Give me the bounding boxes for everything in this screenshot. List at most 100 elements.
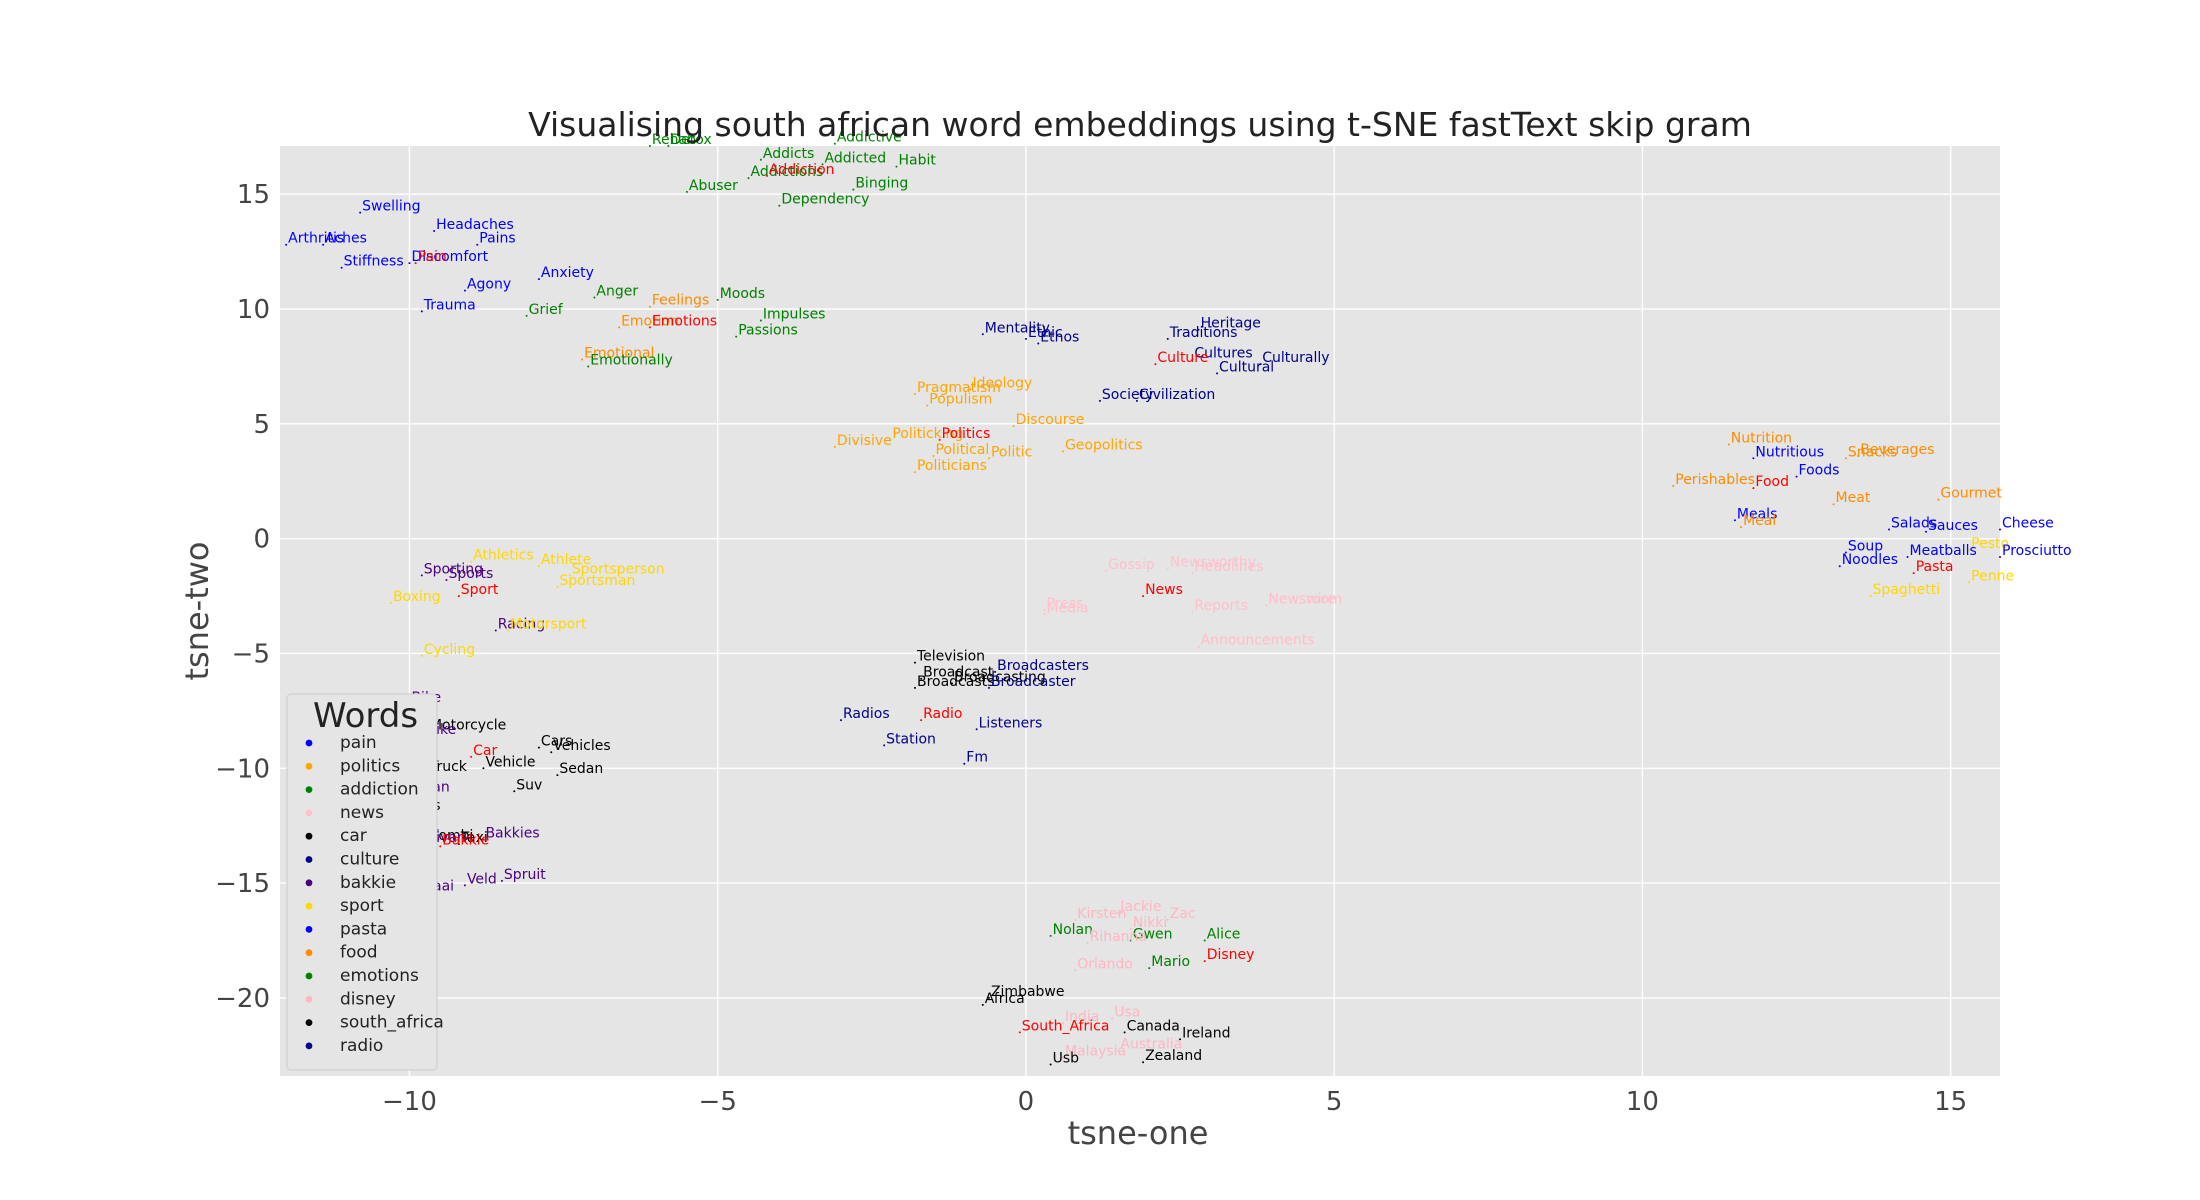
y-tick-label: −5 [232, 639, 270, 669]
legend-marker [305, 1042, 313, 1050]
point-label: Ethos [1040, 329, 1079, 345]
point-label: Gwen [1133, 927, 1173, 943]
legend-marker [305, 995, 313, 1003]
point-label: Broadcast [923, 665, 994, 681]
point-label: Divisive [837, 433, 892, 449]
data-point [913, 661, 916, 664]
data-point [1098, 399, 1101, 402]
point-label: Addiction [769, 162, 835, 178]
legend-marker [305, 762, 313, 770]
point-label: Listeners [979, 715, 1043, 731]
point-label: Addicts [763, 146, 814, 162]
point-label: Reports [1194, 598, 1248, 614]
point-label: Culture [1157, 350, 1208, 366]
point-label: Passions [738, 323, 798, 339]
data-point [1752, 487, 1755, 490]
point-label: Malaysia [1065, 1044, 1126, 1060]
point-label: Mentality [985, 320, 1050, 336]
point-label: News [1145, 582, 1183, 598]
y-tick-label: −20 [215, 984, 270, 1014]
data-point [1154, 363, 1157, 366]
point-label: Nutritious [1755, 444, 1824, 460]
data-point [1265, 604, 1268, 607]
data-point [494, 629, 497, 632]
data-point [883, 744, 886, 747]
data-point [1191, 572, 1194, 575]
point-label: Zimbabwe [991, 984, 1065, 1000]
point-label: Station [886, 731, 936, 747]
legend-entry: sport [340, 896, 384, 916]
point-label: South_Africa [1022, 1018, 1110, 1034]
point-label: Habit [898, 153, 936, 169]
legend-entry: emotions [340, 966, 419, 986]
data-point [950, 682, 953, 685]
data-point [1968, 581, 1971, 584]
y-axis-label: tsne-two [178, 541, 216, 680]
legend-entry: pasta [340, 919, 387, 939]
point-label: Meat [1836, 490, 1871, 506]
data-point [1123, 1031, 1126, 1034]
data-point [433, 229, 436, 232]
point-label: Politics [942, 426, 991, 442]
legend-marker [305, 949, 313, 957]
point-label: Binging [855, 176, 908, 192]
legend-entry: news [340, 803, 384, 823]
legend-items: pain politics addiction news car culture bakki… [305, 733, 444, 1056]
point-label: Canada [1127, 1018, 1180, 1034]
data-point [766, 174, 769, 177]
data-point [525, 314, 528, 317]
point-label: Addicted [825, 150, 887, 166]
data-point [1142, 595, 1145, 598]
point-label: Newswire [1268, 591, 1335, 607]
point-label: Sport [461, 582, 499, 598]
point-label: Aches [325, 231, 367, 247]
data-point [1672, 484, 1675, 487]
data-point [322, 243, 325, 246]
data-point [889, 438, 892, 441]
legend-marker [305, 809, 313, 817]
data-point [389, 601, 392, 604]
legend-marker [305, 1019, 313, 1026]
point-label: Civilization [1139, 387, 1215, 403]
data-point [1888, 528, 1891, 531]
point-label: Suv [516, 777, 542, 793]
point-label: Motorsport [510, 617, 587, 633]
point-label: Discourse [1016, 412, 1085, 428]
data-point [1795, 475, 1798, 478]
data-point [593, 296, 596, 299]
y-tick-label: 5 [253, 410, 270, 440]
point-label: Broadcasters [997, 658, 1089, 674]
point-label: Moods [720, 286, 765, 302]
data-point [963, 762, 966, 765]
data-point [1061, 1022, 1064, 1025]
point-label: Nolan [1053, 922, 1093, 938]
data-point [1117, 911, 1120, 914]
tick-labels: −10 −5 0 5 10 15 15 10 5 0 −5 −10 −15 −20 [215, 180, 1967, 1117]
point-label: Taxi [460, 830, 488, 846]
point-label: Prosciutto [2002, 543, 2072, 559]
legend-entry: car [340, 826, 367, 846]
data-point [359, 211, 362, 214]
data-point [1197, 645, 1200, 648]
data-point [716, 298, 719, 301]
point-label: Broadcasts [917, 674, 994, 690]
point-label: Penne [1971, 568, 2014, 584]
point-label: Feelings [652, 293, 709, 309]
data-point [1999, 556, 2001, 559]
data-point [1216, 372, 1219, 375]
data-point [1037, 342, 1040, 345]
data-point [470, 560, 473, 563]
y-tick-label: 0 [253, 525, 270, 555]
x-tick-label: −5 [699, 1087, 737, 1117]
point-label: Racing [498, 617, 545, 633]
point-label: Salads [1891, 515, 1937, 531]
data-point [840, 719, 843, 722]
point-label: Stiffness [344, 254, 404, 270]
x-tick-label: 15 [1934, 1087, 1967, 1117]
data-point [1074, 969, 1077, 972]
data-point [420, 654, 423, 657]
data-point [1191, 611, 1194, 614]
data-point [852, 188, 855, 191]
legend-marker [305, 926, 313, 933]
point-label: Press [1046, 596, 1083, 612]
